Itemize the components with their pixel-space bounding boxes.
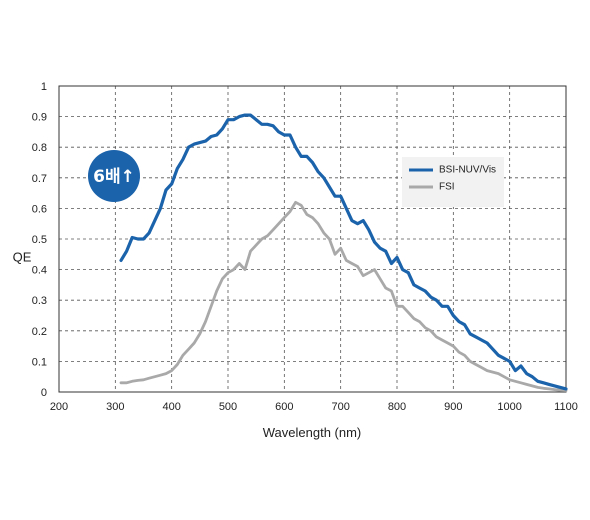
grid — [59, 86, 566, 392]
x-tick-label: 300 — [106, 401, 124, 413]
y-tick-label: 0.8 — [32, 142, 47, 154]
badge-label: 6배↑ — [93, 167, 135, 187]
legend: BSI-NUV/Vis FSI — [402, 157, 504, 207]
legend-box — [402, 157, 504, 207]
x-tick-label: 200 — [50, 401, 68, 413]
x-axis-ticks: 200 300 400 500 600 700 800 900 1000 1100 — [50, 401, 578, 413]
series-line-bsi-nuv-vis — [119, 113, 568, 391]
improvement-badge: 6배↑ — [88, 150, 140, 202]
y-tick-label: 0.5 — [32, 234, 47, 246]
y-axis-title: QE — [13, 249, 32, 264]
x-tick-label: 800 — [388, 401, 406, 413]
y-axis-ticks: 0 0.1 0.2 0.3 0.4 0.5 0.6 0.7 0.8 0.9 1 — [32, 81, 47, 399]
series-line-fsi — [119, 200, 568, 392]
x-tick-label: 500 — [219, 401, 237, 413]
x-axis-title: Wavelength (nm) — [263, 425, 362, 440]
x-tick-label: 900 — [444, 401, 462, 413]
y-tick-label: 0.2 — [32, 326, 47, 338]
x-tick-label: 600 — [275, 401, 293, 413]
plot-area-frame — [58, 85, 567, 393]
y-tick-label: 0.3 — [32, 295, 47, 307]
series-lines — [119, 113, 568, 392]
y-tick-label: 0.4 — [32, 265, 47, 277]
y-tick-label: 0.7 — [32, 173, 47, 185]
x-tick-label: 1100 — [554, 401, 578, 413]
legend-label-bsi-nuv-vis: BSI-NUV/Vis — [439, 165, 496, 176]
x-tick-label: 1000 — [497, 401, 521, 413]
y-tick-label: 0 — [41, 387, 47, 399]
legend-label-fsi: FSI — [439, 182, 455, 193]
y-tick-label: 1 — [41, 81, 47, 93]
y-tick-label: 0.6 — [32, 203, 47, 215]
y-tick-label: 0.1 — [32, 356, 47, 368]
badge-circle — [88, 150, 140, 202]
x-tick-label: 400 — [162, 401, 180, 413]
y-tick-label: 0.9 — [32, 112, 47, 124]
x-tick-label: 700 — [331, 401, 349, 413]
